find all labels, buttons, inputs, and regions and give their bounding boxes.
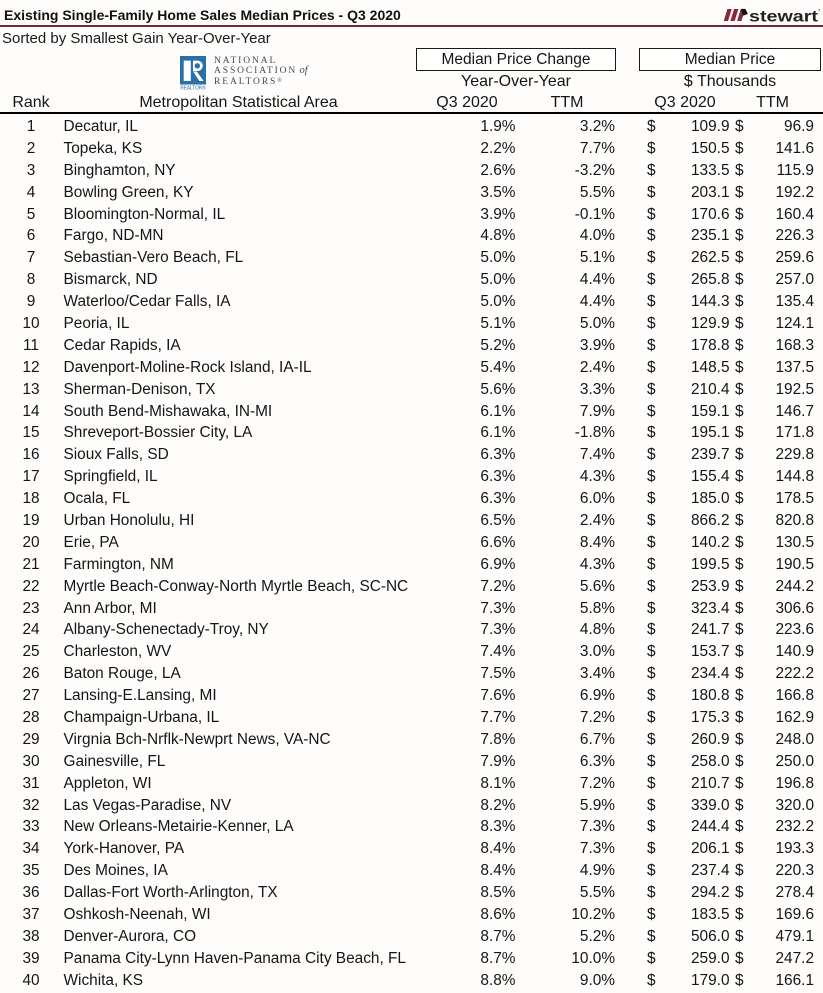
- svg-text:REALTOR®: REALTOR®: [180, 85, 205, 92]
- svg-text:stewart: stewart: [749, 8, 819, 25]
